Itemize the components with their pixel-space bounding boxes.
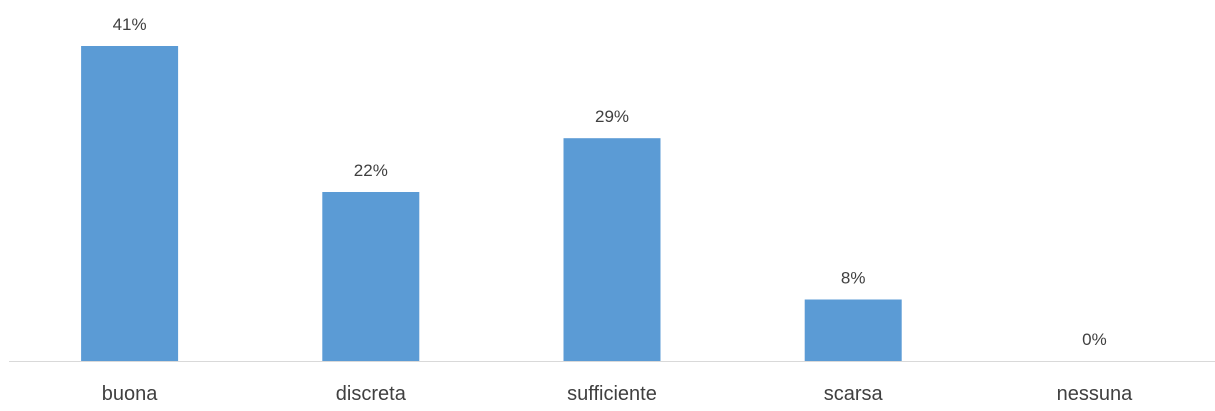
tick-label-scarsa: scarsa: [824, 383, 884, 405]
tick-label-nessuna: nessuna: [1057, 383, 1133, 405]
bar-discreta: [322, 192, 420, 361]
tick-label-discreta: discreta: [336, 383, 407, 405]
bars-group: [81, 46, 902, 361]
bar-sufficiente: [563, 138, 661, 361]
data-label-buona: 41%: [113, 15, 147, 34]
bar-scarsa: [804, 299, 902, 361]
tick-labels-group: buona discreta sufficiente scarsa nessuna: [102, 383, 1133, 405]
data-labels-group: 41% 22% 29% 8% 0%: [113, 15, 1107, 349]
data-label-sufficiente: 29%: [595, 107, 629, 126]
bar-buona: [81, 46, 179, 361]
tick-label-sufficiente: sufficiente: [567, 383, 657, 405]
data-label-nessuna: 0%: [1082, 330, 1107, 349]
tick-label-buona: buona: [102, 383, 158, 405]
data-label-scarsa: 8%: [841, 269, 866, 288]
data-label-discreta: 22%: [354, 161, 388, 180]
